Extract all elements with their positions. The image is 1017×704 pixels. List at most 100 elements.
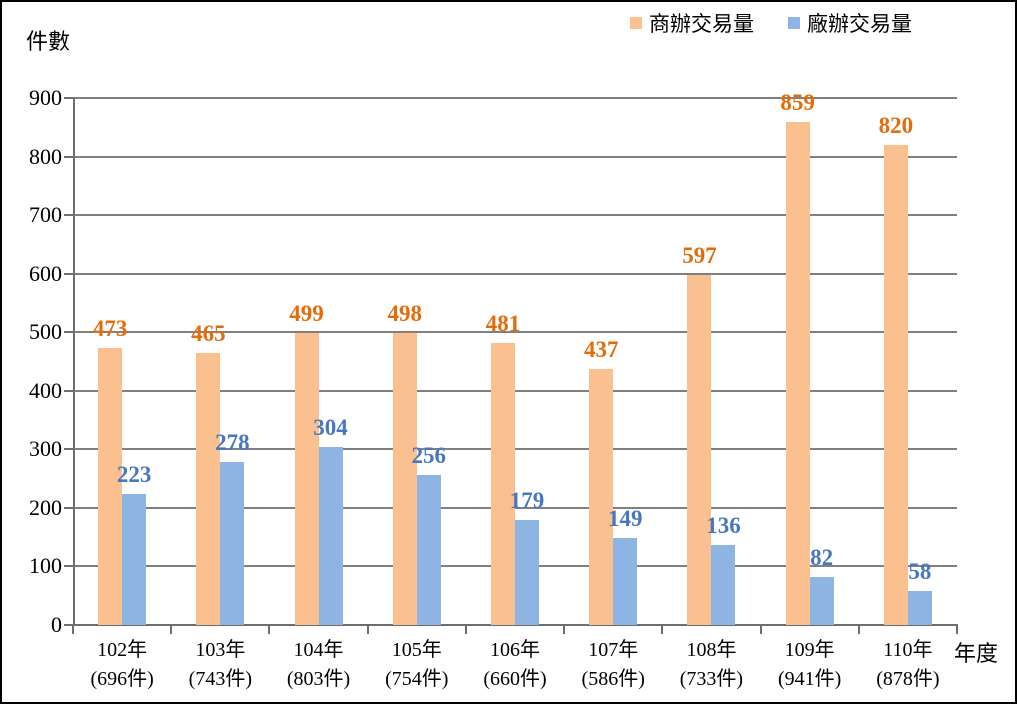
category-label: 104年 (803件)	[264, 636, 374, 694]
bar-商辦交易量	[687, 275, 712, 625]
category-year: 110年	[883, 639, 933, 661]
y-tick-label: 900	[29, 85, 62, 110]
bar-value-廠辦交易量: 179	[509, 488, 545, 514]
bar-廠辦交易量	[515, 520, 539, 625]
y-tick-label: 800	[29, 143, 62, 169]
category-label: 103年 (743件)	[165, 636, 275, 694]
category-label: 105年 (754件)	[362, 636, 472, 694]
bar-value-廠辦交易量: 58	[908, 559, 932, 585]
x-tick-6	[661, 625, 664, 634]
bar-value-廠辦交易量: 136	[706, 513, 741, 539]
category-total: (941件)	[777, 668, 842, 690]
x-tick-3	[366, 625, 369, 634]
category-year: 102年	[97, 639, 148, 661]
x-tick-7	[759, 625, 762, 634]
bar-value-商辦交易量: 437	[583, 337, 619, 363]
category-total: (754件)	[385, 668, 449, 690]
category-total: (743件)	[188, 668, 252, 690]
category-label: 109年 (941件)	[755, 636, 865, 694]
gridline-400	[73, 389, 957, 392]
bar-value-廠辦交易量: 82	[810, 544, 834, 570]
category-total: (803件)	[286, 668, 351, 690]
x-tick-2	[268, 625, 271, 634]
y-axis-line	[73, 98, 75, 625]
bar-商辦交易量	[785, 122, 810, 625]
bar-商辦交易量	[392, 333, 417, 625]
y-tick-400	[64, 389, 73, 392]
bar-value-商辦交易量: 820	[878, 112, 914, 138]
bar-商辦交易量	[196, 352, 221, 625]
bar-value-商辦交易量: 859	[780, 90, 815, 115]
legend-marker-廠辦交易量	[788, 17, 800, 29]
gridline-800	[73, 155, 957, 158]
x-tick-4	[464, 625, 467, 634]
y-tick-label: 200	[29, 494, 62, 520]
x-tick-8	[857, 625, 860, 634]
bar-value-廠辦交易量: 304	[313, 414, 348, 440]
gridline-700	[73, 214, 957, 217]
bar-value-商辦交易量: 481	[485, 311, 521, 337]
y-tick-600	[64, 272, 73, 275]
category-label: 108年 (733件)	[656, 636, 766, 694]
bar-value-商辦交易量: 465	[191, 320, 226, 346]
category-year: 108年	[686, 639, 737, 661]
category-label: 102年 (696件)	[67, 636, 177, 694]
y-tick-label: 100	[29, 553, 62, 579]
bar-廠辦交易量	[907, 591, 932, 625]
x-tick-1	[170, 625, 173, 634]
y-tick-label: 400	[29, 377, 62, 403]
y-tick-label: 700	[29, 202, 62, 228]
bar-廠辦交易量	[416, 475, 441, 625]
category-label: 110年 (878件)	[853, 636, 963, 694]
y-tick-800	[64, 155, 73, 158]
bar-商辦交易量	[589, 369, 614, 625]
category-year: 109年	[784, 639, 835, 661]
bar-value-廠辦交易量: 149	[607, 505, 643, 531]
bar-廠辦交易量	[613, 537, 638, 625]
x-axis-title: 年度	[954, 641, 999, 666]
y-tick-label: 300	[29, 436, 62, 462]
bar-廠辦交易量	[122, 494, 147, 625]
y-tick-100	[64, 565, 73, 568]
legend-item: 商辦交易量	[630, 8, 754, 38]
bar-value-商辦交易量: 499	[289, 300, 324, 326]
legend-label: 商辦交易量	[649, 12, 754, 36]
category-total: (733件)	[679, 668, 744, 690]
category-label: 107年 (586件)	[558, 636, 668, 694]
category-total: (660件)	[483, 668, 547, 690]
legend: 商辦交易量 廠辦交易量	[630, 8, 912, 38]
bar-value-商辦交易量: 473	[92, 316, 128, 342]
category-total: (586件)	[581, 668, 645, 690]
x-axis-line	[73, 624, 958, 626]
bar-value-廠辦交易量: 278	[215, 430, 250, 456]
bar-value-廠辦交易量: 223	[116, 462, 152, 488]
y-tick-label: 500	[29, 319, 62, 345]
category-year: 103年	[195, 639, 246, 661]
category-year: 106年	[490, 639, 540, 661]
category-total: (878件)	[876, 668, 940, 690]
y-tick-0	[64, 624, 73, 626]
gridline-200	[73, 506, 957, 509]
bar-廠辦交易量	[809, 576, 834, 625]
y-tick-200	[64, 506, 73, 509]
bar-value-商辦交易量: 498	[387, 301, 423, 327]
x-tick-9	[956, 625, 958, 634]
y-tick-700	[64, 214, 73, 217]
x-tick-0	[72, 625, 74, 634]
gridline-600	[73, 272, 957, 275]
x-tick-5	[563, 625, 566, 634]
y-tick-500	[64, 331, 73, 334]
bar-商辦交易量	[491, 343, 515, 625]
bar-商辦交易量	[98, 348, 123, 625]
gridline-500	[73, 331, 957, 334]
bar-商辦交易量	[294, 332, 319, 625]
y-tick-label: 600	[29, 260, 62, 286]
bar-value-廠辦交易量: 256	[411, 443, 447, 469]
bar-廠辦交易量	[318, 446, 343, 625]
y-tick-300	[64, 448, 73, 451]
legend-item: 廠辦交易量	[788, 8, 912, 38]
category-year: 105年	[391, 639, 442, 661]
gridline-900	[73, 97, 957, 99]
